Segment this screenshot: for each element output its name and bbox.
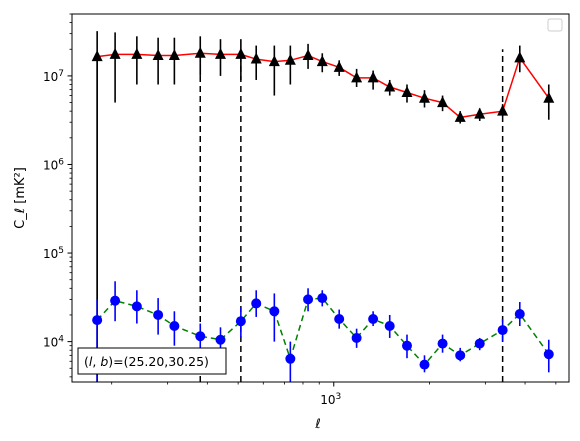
circle-marker-3 [153,309,164,320]
series-markers [91,46,555,370]
circle-marker-13 [334,314,345,325]
triangle-marker-17 [401,85,413,97]
triangle-marker-20 [454,110,466,122]
legend [547,18,563,32]
circle-marker-23 [514,309,525,320]
triangle-marker-3 [152,48,164,60]
circle-marker-11 [303,294,314,305]
circle-marker-10 [285,353,296,364]
circle-marker-15 [368,314,379,325]
y-tick-label: 105 [43,246,64,261]
triangle-marker-21 [474,107,486,119]
triangle-marker-19 [437,96,449,108]
circle-marker-19 [437,338,448,349]
circle-marker-12 [317,293,328,304]
circle-marker-8 [251,298,262,309]
triangle-marker-15 [367,71,379,83]
circle-marker-18 [419,359,430,370]
triangle-marker-23 [514,51,526,63]
circle-marker-6 [215,334,226,345]
triangle-marker-24 [543,91,555,103]
circle-marker-16 [384,321,395,332]
circle-marker-9 [269,306,280,317]
circle-marker-4 [169,321,180,332]
y-tick-label: 107 [43,69,64,84]
triangle-marker-16 [384,80,396,92]
triangle-marker-1 [109,47,121,59]
x-tick-label: 103 [320,392,341,407]
triangle-marker-5 [194,46,206,58]
legend-box [547,18,563,32]
triangle-marker-12 [316,55,328,67]
annotation-frame [77,347,227,375]
triangle-marker-18 [418,91,430,103]
circle-marker-0 [92,315,103,326]
triangle-marker-22 [497,104,509,116]
circle-marker-14 [351,332,362,343]
triangle-marker-10 [284,53,296,65]
circle-marker-1 [110,295,121,306]
triangle-marker-8 [250,52,262,64]
circle-marker-7 [235,316,246,327]
triangle-marker-14 [351,71,363,83]
circle-marker-22 [497,325,508,336]
y-axis-ticks: 104 105 106 107 [43,13,72,378]
circle-marker-21 [474,338,485,349]
y-axis-title: C_ℓ [mK²] [13,167,28,229]
annotation-text: (l, b)=(25.20,30.25) [84,354,209,369]
triangle-marker-4 [168,48,180,60]
circle-marker-24 [543,349,554,360]
triangle-marker-11 [302,48,314,60]
circle-marker-20 [455,350,466,361]
x-axis-title: ℓ [314,417,320,432]
x-axis-ticks: 103 [111,382,557,407]
plot-area [72,14,569,382]
triangle-marker-13 [333,60,345,72]
circle-marker-17 [401,340,412,351]
triangle-marker-2 [131,47,143,59]
annotation-box: (l, b)=(25.20,30.25) [77,347,227,375]
triangle-marker-0 [91,50,103,62]
triangle-marker-9 [268,55,280,67]
circle-marker-5 [195,331,206,342]
circle-marker-2 [131,301,142,312]
y-tick-label: 104 [43,335,64,350]
plot-frame [71,13,570,383]
y-tick-label: 106 [43,157,64,172]
triangle-marker-7 [235,47,247,59]
triangle-marker-6 [214,47,226,59]
